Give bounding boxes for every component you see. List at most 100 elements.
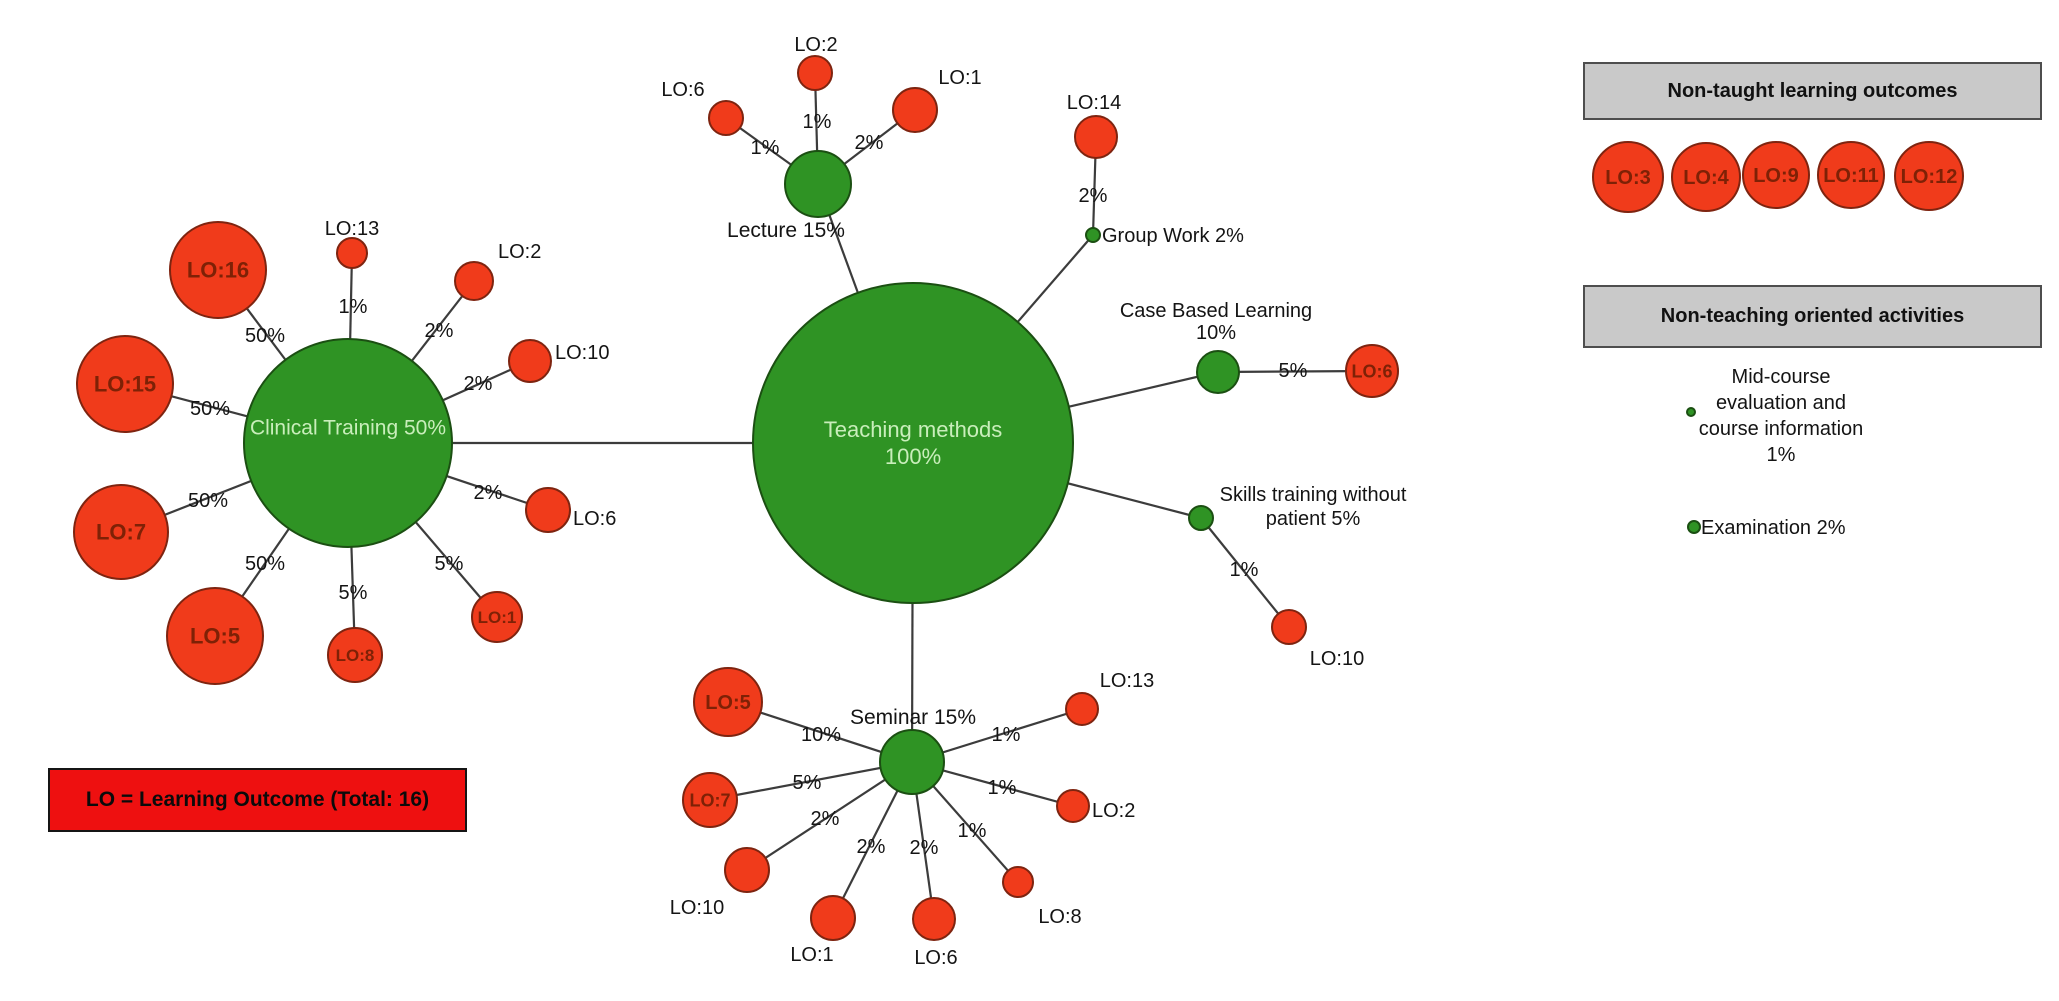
- node-lecture: [784, 150, 852, 218]
- non-teaching-activities-panel: Non-teaching oriented activities: [1583, 285, 2042, 348]
- node-lo16-ct: [169, 221, 267, 319]
- edge-label-clinical-lo15-ct: 50%: [190, 398, 230, 420]
- node-label-lo2-ct: LO:2: [498, 241, 541, 263]
- node-label-lo1-sem: LO:1: [790, 944, 833, 966]
- node-lo11-nt: [1817, 141, 1885, 209]
- node-label-lo4-nt: LO:4: [1683, 167, 1729, 189]
- edge-skills-lo10-sk: [1200, 517, 1290, 628]
- node-label-lo8-ct: LO:8: [336, 646, 375, 665]
- edge-label-seminar-lo5-sem: 10%: [801, 724, 841, 746]
- node-skills: [1188, 505, 1214, 531]
- node-lo1-ct: [471, 591, 523, 643]
- node-lo1-sem: [810, 895, 856, 941]
- node-label-lo10-sk: LO:10: [1310, 648, 1364, 670]
- node-label-teaching: 100%: [885, 444, 941, 469]
- node-examination: [1687, 520, 1701, 534]
- node-lo2-ct: [454, 261, 494, 301]
- node-label-lo13-ct: LO:13: [325, 218, 379, 240]
- node-lo2-sem: [1056, 789, 1090, 823]
- edge-label-clinical-lo10-ct: 2%: [464, 373, 493, 395]
- node-label-lo1-ct: LO:1: [478, 608, 517, 627]
- node-label-lo7-ct: LO:7: [96, 520, 146, 545]
- node-label-lo13-sem: LO:13: [1100, 670, 1154, 692]
- node-lo6-lec: [708, 100, 744, 136]
- node-lo10-ct: [508, 339, 552, 383]
- node-lo6-ct: [525, 487, 571, 533]
- node-seminar: [879, 729, 945, 795]
- node-label-lo12-nt: LO:12: [1901, 166, 1958, 188]
- legend-text: LO = Learning Outcome (Total: 16): [85, 788, 430, 811]
- node-label-lo6-sem: LO:6: [914, 947, 957, 969]
- legend-box: LO = Learning Outcome (Total: 16): [48, 768, 467, 832]
- node-lo5-sem: [693, 667, 763, 737]
- node-label-lo6-cbl: LO:6: [1351, 361, 1392, 381]
- node-label-lo14-gw: LO:14: [1067, 92, 1121, 114]
- edge-label-clinical-lo5-ct: 50%: [245, 553, 285, 575]
- edge-label-lecture-lo1-lec: 2%: [855, 132, 884, 154]
- node-lo6-cbl: [1345, 344, 1399, 398]
- edge-label-clinical-lo8-ct: 5%: [339, 582, 368, 604]
- edge-label-clinical-lo6-ct: 2%: [474, 482, 503, 504]
- node-lo8-ct: [327, 627, 383, 683]
- node-label-cbl: Case Based Learning: [1120, 300, 1312, 322]
- node-label-groupwork: Group Work 2%: [1102, 225, 1244, 247]
- node-lo10-sem: [724, 847, 770, 893]
- node-label-examination: Examination 2%: [1701, 517, 1846, 539]
- node-label-seminar: Seminar 15%: [850, 706, 976, 729]
- edge-label-seminar-lo7-sem: 5%: [793, 772, 822, 794]
- node-label-lo16-ct: LO:16: [187, 258, 249, 283]
- edge-label-lecture-lo6-lec: 1%: [751, 137, 780, 159]
- node-lo6-sem: [912, 897, 956, 941]
- edge-label-cbl-lo6-cbl: 5%: [1279, 360, 1308, 382]
- node-label-teaching: Teaching methods: [824, 417, 1003, 442]
- node-label-midcourse: Mid-course: [1732, 366, 1831, 388]
- node-lo8-sem: [1002, 866, 1034, 898]
- node-label-midcourse: evaluation and: [1716, 392, 1846, 414]
- node-label-midcourse: 1%: [1767, 444, 1796, 466]
- node-label-lo5-sem: LO:5: [705, 692, 751, 714]
- edge-label-seminar-lo8-sem: 1%: [958, 820, 987, 842]
- non-taught-outcomes-title: Non-taught learning outcomes: [1667, 79, 1958, 102]
- node-lo7-sem: [682, 772, 738, 828]
- node-cbl: [1196, 350, 1240, 394]
- edge-label-clinical-lo13-ct: 1%: [339, 296, 368, 318]
- node-label-lo5-ct: LO:5: [190, 624, 240, 649]
- node-label-lo9-nt: LO:9: [1753, 165, 1799, 187]
- node-label-cbl: 10%: [1196, 322, 1236, 344]
- node-label-lo15-ct: LO:15: [94, 372, 156, 397]
- edge-seminar-lo7-sem: [709, 760, 913, 802]
- node-lo5-ct: [166, 587, 264, 685]
- edge-label-seminar-lo2-sem: 1%: [988, 777, 1017, 799]
- node-lo7-ct: [73, 484, 169, 580]
- edge-label-groupwork-lo14-gw: 2%: [1079, 185, 1108, 207]
- node-label-lo10-ct: LO:10: [555, 342, 609, 364]
- node-lo2-lec: [797, 55, 833, 91]
- edge-label-seminar-lo1-sem: 2%: [857, 836, 886, 858]
- non-teaching-activities-title: Non-teaching oriented activities: [1660, 305, 1965, 327]
- edge-label-seminar-lo10-sem: 2%: [811, 808, 840, 830]
- node-label-lo6-lec: LO:6: [661, 79, 704, 101]
- node-label-lo6-ct: LO:6: [573, 508, 616, 530]
- node-label-lo8-sem: LO:8: [1038, 906, 1081, 928]
- non-taught-outcomes-panel: Non-taught learning outcomes: [1583, 62, 2042, 120]
- node-midcourse: [1686, 407, 1696, 417]
- node-label-lo11-nt: LO:11: [1823, 165, 1879, 187]
- node-label-skills: Skills training without: [1220, 484, 1407, 506]
- node-clinical: [243, 338, 453, 548]
- edge-label-lecture-lo2-lec: 1%: [803, 111, 832, 133]
- node-label-lo1-lec: LO:1: [938, 67, 981, 89]
- node-lo13-ct: [336, 237, 368, 269]
- edge-label-clinical-lo2-ct: 2%: [425, 320, 454, 342]
- node-lo3-nt: [1592, 141, 1664, 213]
- node-label-lecture: Lecture 15%: [727, 219, 845, 242]
- edge-label-clinical-lo1-ct: 5%: [435, 553, 464, 575]
- edge-label-clinical-lo16-ct: 50%: [245, 325, 285, 347]
- node-groupwork: [1085, 227, 1101, 243]
- node-lo10-sk: [1271, 609, 1307, 645]
- edge-label-seminar-lo6-sem: 2%: [910, 837, 939, 859]
- node-label-lo3-nt: LO:3: [1605, 167, 1651, 189]
- node-lo12-nt: [1894, 141, 1964, 211]
- node-label-lo2-sem: LO:2: [1092, 800, 1135, 822]
